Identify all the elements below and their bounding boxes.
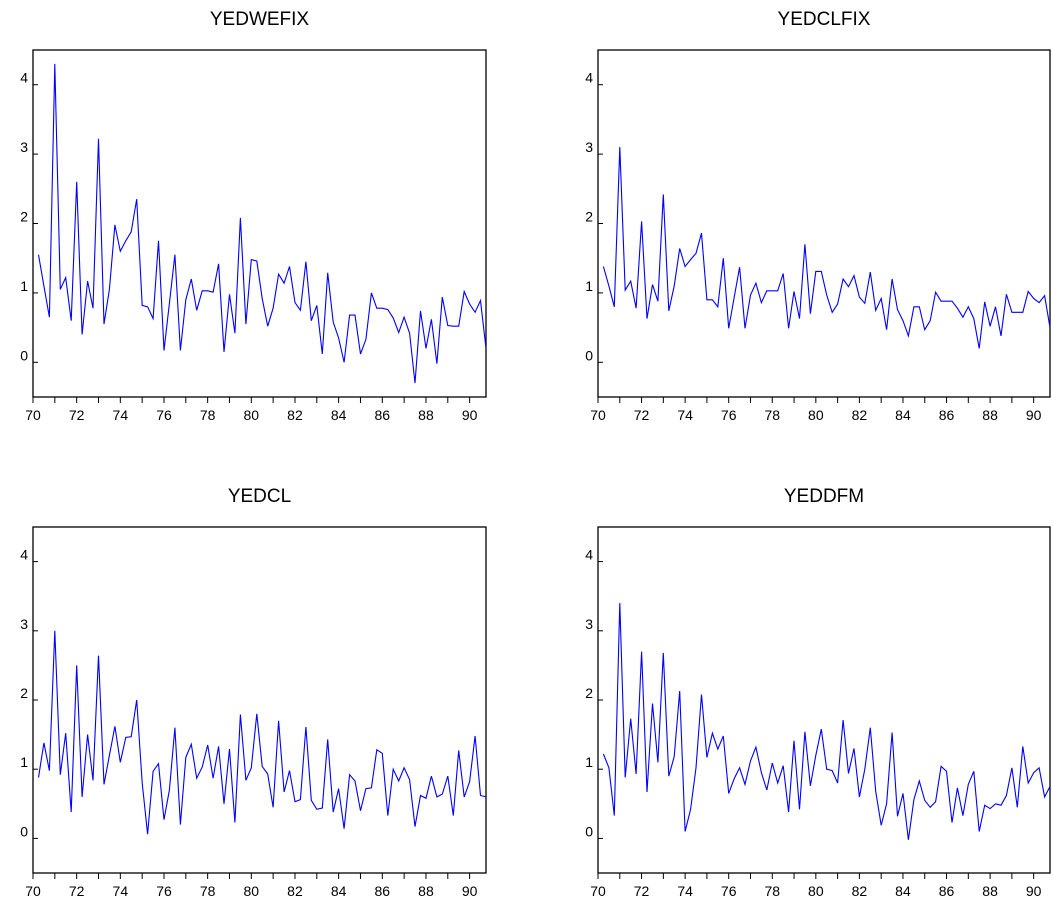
x-tick-label: 88 (982, 407, 998, 423)
chart-panel-3: YEDCL 0 1 2 3 4 70 72 74 76 78 80 82 84 86 88 90 (20, 486, 487, 899)
x-tick-label: 72 (69, 407, 85, 423)
x-tick-label: 90 (1026, 407, 1042, 423)
chart-title: YEDWEFIX (210, 9, 310, 30)
y-tick-label: 4 (20, 547, 28, 563)
y-tick-label: 4 (585, 547, 593, 563)
x-tick-label: 76 (721, 407, 737, 423)
chart-title: YEDCL (228, 486, 291, 507)
x-tick-label: 86 (939, 407, 955, 423)
y-tick-label: 0 (585, 347, 593, 363)
x-tick-label: 72 (69, 883, 85, 899)
y-tick-label: 1 (20, 278, 28, 294)
x-tick-label: 70 (25, 883, 41, 899)
x-tick-label: 74 (677, 883, 693, 899)
x-tick-label: 78 (764, 407, 780, 423)
chart-panel-1: YEDWEFIX 0 1 2 3 4 70 72 74 76 78 80 82 84 86 88 90 (20, 9, 487, 423)
x-tick-label: 84 (331, 407, 347, 423)
x-tick-label: 80 (244, 883, 260, 899)
y-tick-label: 0 (585, 823, 593, 839)
x-tick-label: 70 (25, 407, 41, 423)
chart-panel-2: YEDCLFIX 0 1 2 3 4 70 72 74 76 78 80 82 84 86 88 90 (585, 9, 1051, 423)
x-tick-label: 90 (1026, 883, 1042, 899)
y-tick-label: 2 (20, 209, 28, 225)
y-tick-label: 0 (20, 823, 28, 839)
y-tick-label: 1 (585, 754, 593, 770)
x-tick-label: 74 (113, 407, 129, 423)
chart-panel-4: YEDDFM 0 1 2 3 4 70 72 74 76 78 80 82 84 86 88 90 (585, 486, 1051, 899)
x-tick-label: 84 (895, 407, 911, 423)
y-tick-label: 3 (20, 139, 28, 155)
x-tick-label: 84 (895, 883, 911, 899)
plot-frame (597, 49, 1051, 398)
y-tick-label: 2 (20, 685, 28, 701)
y-tick-label: 4 (20, 70, 28, 86)
chart-title: YEDDFM (784, 486, 864, 507)
x-tick-label: 78 (764, 883, 780, 899)
y-tick-label: 1 (585, 278, 593, 294)
x-tick-label: 82 (287, 883, 303, 899)
x-tick-label: 88 (982, 883, 998, 899)
y-tick-label: 3 (585, 616, 593, 632)
y-tick-label: 2 (585, 685, 593, 701)
x-tick-label: 80 (244, 407, 260, 423)
y-tick-label: 4 (585, 70, 593, 86)
y-tick-label: 3 (20, 616, 28, 632)
x-tick-label: 90 (462, 883, 478, 899)
y-tick-label: 3 (585, 139, 593, 155)
y-tick-label: 1 (20, 754, 28, 770)
y-tick-label: 0 (20, 347, 28, 363)
series-line (37, 630, 487, 835)
x-tick-label: 76 (721, 883, 737, 899)
x-tick-label: 80 (808, 407, 824, 423)
x-tick-label: 76 (156, 407, 172, 423)
series-line (37, 63, 487, 384)
x-tick-label: 70 (590, 407, 606, 423)
chart-title: YEDCLFIX (778, 9, 871, 30)
x-tick-label: 72 (634, 883, 650, 899)
x-tick-label: 90 (462, 407, 478, 423)
x-tick-label: 86 (375, 407, 391, 423)
x-tick-label: 86 (939, 883, 955, 899)
x-tick-label: 76 (156, 883, 172, 899)
series-line (602, 603, 1051, 840)
x-tick-label: 74 (113, 883, 129, 899)
series-line (602, 147, 1051, 349)
x-tick-label: 78 (200, 883, 216, 899)
x-tick-label: 74 (677, 407, 693, 423)
plot-frame (32, 526, 487, 874)
x-tick-label: 88 (418, 407, 434, 423)
x-tick-label: 84 (331, 883, 347, 899)
x-tick-label: 72 (634, 407, 650, 423)
x-tick-label: 82 (287, 407, 303, 423)
x-tick-label: 78 (200, 407, 216, 423)
x-tick-label: 82 (852, 407, 868, 423)
x-tick-label: 70 (590, 883, 606, 899)
x-tick-label: 80 (808, 883, 824, 899)
x-tick-label: 88 (418, 883, 434, 899)
x-tick-label: 82 (852, 883, 868, 899)
x-tick-label: 86 (375, 883, 391, 899)
y-tick-label: 2 (585, 209, 593, 225)
